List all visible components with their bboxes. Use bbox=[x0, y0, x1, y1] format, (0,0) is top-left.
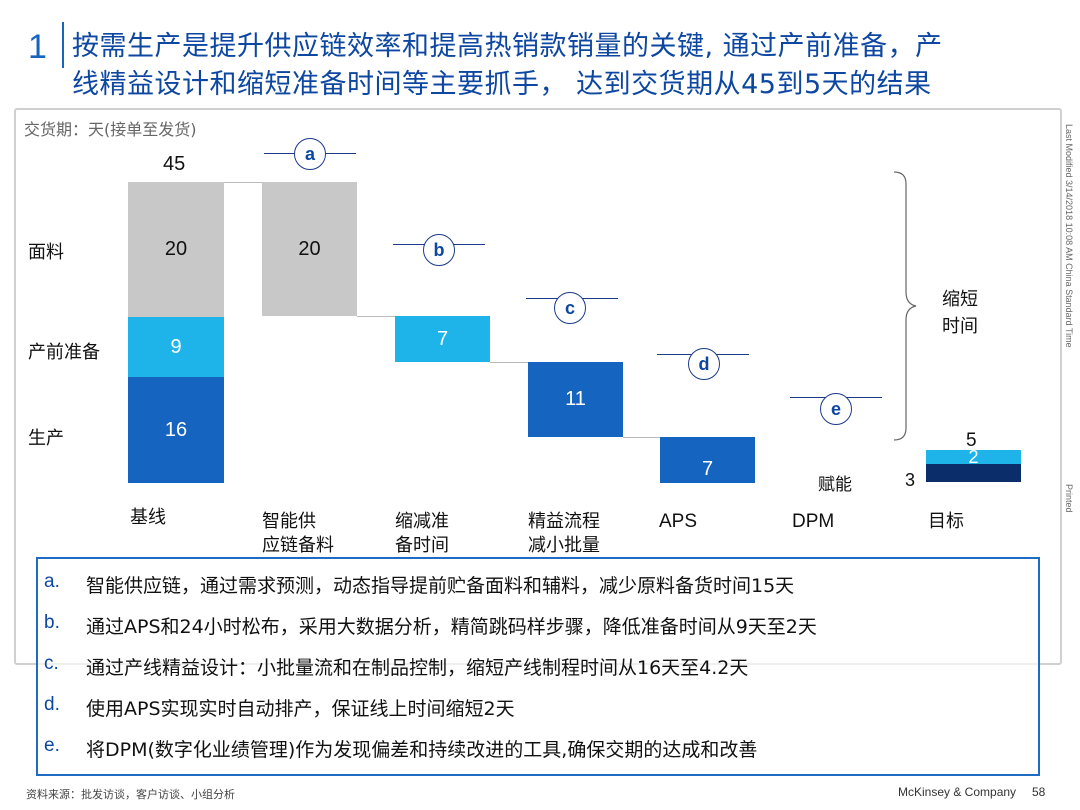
row-label-prep: 产前准备 bbox=[28, 342, 100, 363]
axis-caption: 交货期：天(接单至发货) bbox=[24, 120, 197, 139]
baseline-bar-prep: 9 bbox=[128, 317, 224, 377]
connector-d bbox=[623, 437, 660, 438]
notes-box: a. 智能供应链，通过需求预测，动态指导提前贮备面料和辅料，减少原料备货时间15… bbox=[36, 557, 1040, 776]
step-bar-d: 7 bbox=[660, 437, 755, 483]
connector-c bbox=[490, 362, 528, 363]
page-title: 按需生产是提升供应链效率和提高热销款销量的关键, 通过产前准备，产 线精益设计和… bbox=[72, 28, 1062, 104]
row-label-production: 生产 bbox=[28, 428, 64, 449]
brand-name: McKinsey & Company bbox=[898, 785, 1017, 799]
target-prep-value: 2 bbox=[968, 446, 979, 467]
connector-b bbox=[357, 316, 395, 317]
page-number: 58 bbox=[1032, 785, 1046, 799]
marker-d: d bbox=[688, 348, 720, 380]
step-bar-c: 11 bbox=[528, 362, 623, 437]
title-line-1: 按需生产是提升供应链效率和提高热销款销量的关键, 通过产前准备，产 bbox=[72, 31, 943, 62]
step-bar-b: 7 bbox=[395, 316, 490, 362]
step-c-value: 11 bbox=[565, 388, 586, 410]
row-label-fabric: 面料 bbox=[28, 242, 64, 263]
category-target: 目标 bbox=[928, 511, 964, 532]
title-line-2: 线精益设计和缩短准备时间等主要抓手， 达到交货期从45到5天的结果 bbox=[72, 69, 932, 100]
category-b: 缩减准 备时间 bbox=[395, 511, 449, 556]
reduction-label: 缩短 时间 bbox=[942, 289, 978, 337]
marker-a: a bbox=[294, 138, 326, 170]
category-d: APS bbox=[659, 511, 698, 532]
target-bar-prep: 2 bbox=[926, 447, 1021, 467]
category-e: DPM bbox=[792, 511, 835, 532]
category-a: 智能供 应链备料 bbox=[262, 511, 334, 556]
source-note: 资料来源：批发访谈，客户访谈、小组分析 bbox=[26, 788, 235, 801]
baseline-total-label: 45 bbox=[163, 153, 186, 175]
printed-text: Printed bbox=[1064, 484, 1074, 513]
enabler-label: 赋能 bbox=[818, 475, 852, 495]
target-production-value: 3 bbox=[905, 470, 916, 490]
last-modified-text: Last Modified 3/14/2018 10:08 AM China S… bbox=[1064, 124, 1074, 348]
baseline-fabric-value: 20 bbox=[164, 238, 188, 260]
connector-a bbox=[224, 182, 262, 183]
title-divider bbox=[62, 22, 64, 68]
marker-e: e bbox=[820, 393, 852, 425]
target-total-label: 5 bbox=[966, 430, 977, 451]
marker-c: c bbox=[554, 292, 586, 324]
baseline-prep-value: 9 bbox=[170, 335, 182, 358]
marker-b: b bbox=[423, 234, 455, 266]
step-a-value: 20 bbox=[298, 237, 321, 260]
slide-number: 1 bbox=[28, 28, 47, 66]
step-b-value: 7 bbox=[436, 327, 449, 350]
reduction-bracket bbox=[893, 171, 917, 441]
category-baseline: 基线 bbox=[130, 507, 166, 528]
baseline-bar-production: 16 bbox=[128, 377, 224, 483]
target-bar-production bbox=[926, 464, 1021, 482]
category-c: 精益流程 减小批量 bbox=[528, 511, 600, 556]
step-d-value: 7 bbox=[701, 458, 714, 480]
baseline-production-value: 16 bbox=[164, 418, 188, 441]
step-bar-a: 20 bbox=[262, 182, 357, 316]
baseline-bar-fabric: 20 bbox=[128, 182, 224, 317]
